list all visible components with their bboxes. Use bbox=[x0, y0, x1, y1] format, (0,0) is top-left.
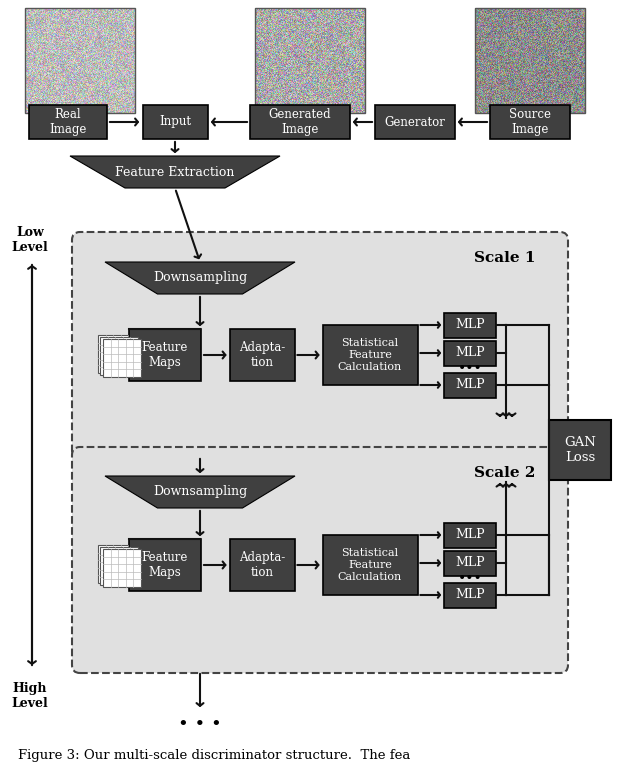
Text: MLP: MLP bbox=[455, 346, 485, 359]
Text: Statistical
Feature
Calculation: Statistical Feature Calculation bbox=[338, 339, 402, 372]
Bar bbox=[250, 105, 350, 139]
Text: MLP: MLP bbox=[455, 379, 485, 391]
Text: Downsampling: Downsampling bbox=[153, 485, 247, 499]
Bar bbox=[98, 545, 136, 583]
Text: MLP: MLP bbox=[455, 529, 485, 542]
Bar bbox=[444, 583, 496, 608]
Bar bbox=[255, 8, 365, 113]
FancyBboxPatch shape bbox=[72, 447, 568, 673]
Polygon shape bbox=[105, 262, 295, 294]
Bar bbox=[549, 420, 611, 480]
Text: Adapta-
tion: Adapta- tion bbox=[239, 551, 285, 579]
Bar bbox=[230, 329, 294, 381]
Text: Scale 2: Scale 2 bbox=[474, 466, 536, 480]
Bar bbox=[129, 329, 201, 381]
Bar bbox=[98, 335, 136, 373]
Bar bbox=[323, 325, 417, 385]
Polygon shape bbox=[70, 156, 280, 188]
Text: •••: ••• bbox=[458, 362, 483, 376]
Text: •••: ••• bbox=[458, 572, 483, 586]
Text: Source
Image: Source Image bbox=[509, 108, 551, 136]
Bar bbox=[103, 549, 141, 587]
Text: Figure 3: Our multi-scale discriminator structure.  The fea: Figure 3: Our multi-scale discriminator … bbox=[18, 748, 410, 761]
Text: MLP: MLP bbox=[455, 318, 485, 332]
Bar bbox=[375, 105, 455, 139]
Bar bbox=[444, 340, 496, 366]
Bar bbox=[490, 105, 570, 139]
Text: Feature
Maps: Feature Maps bbox=[142, 551, 188, 579]
Text: Low
Level: Low Level bbox=[12, 226, 49, 254]
Bar bbox=[323, 535, 417, 595]
Bar bbox=[100, 547, 138, 585]
Text: Input: Input bbox=[159, 115, 191, 128]
Text: Feature
Maps: Feature Maps bbox=[142, 341, 188, 369]
FancyBboxPatch shape bbox=[72, 232, 568, 458]
Bar bbox=[143, 105, 207, 139]
Bar bbox=[103, 339, 141, 377]
Text: High
Level: High Level bbox=[12, 682, 49, 710]
Bar bbox=[230, 539, 294, 591]
Bar bbox=[475, 8, 585, 113]
Text: Scale 1: Scale 1 bbox=[474, 251, 536, 265]
Bar bbox=[129, 539, 201, 591]
Text: Feature Extraction: Feature Extraction bbox=[115, 165, 235, 179]
Text: Generated
Image: Generated Image bbox=[269, 108, 332, 136]
Bar bbox=[29, 105, 107, 139]
Text: Downsampling: Downsampling bbox=[153, 271, 247, 284]
Text: Real
Image: Real Image bbox=[49, 108, 86, 136]
Bar bbox=[444, 523, 496, 547]
Text: MLP: MLP bbox=[455, 557, 485, 570]
Bar bbox=[444, 312, 496, 338]
Bar bbox=[444, 373, 496, 397]
Bar bbox=[25, 8, 135, 113]
Text: Generator: Generator bbox=[385, 115, 445, 128]
Text: GAN
Loss: GAN Loss bbox=[564, 436, 596, 464]
Bar bbox=[444, 550, 496, 576]
Polygon shape bbox=[105, 476, 295, 508]
Bar bbox=[100, 337, 138, 375]
Text: Adapta-
tion: Adapta- tion bbox=[239, 341, 285, 369]
Text: • • •: • • • bbox=[178, 716, 222, 734]
Text: MLP: MLP bbox=[455, 588, 485, 601]
Text: Statistical
Feature
Calculation: Statistical Feature Calculation bbox=[338, 548, 402, 581]
